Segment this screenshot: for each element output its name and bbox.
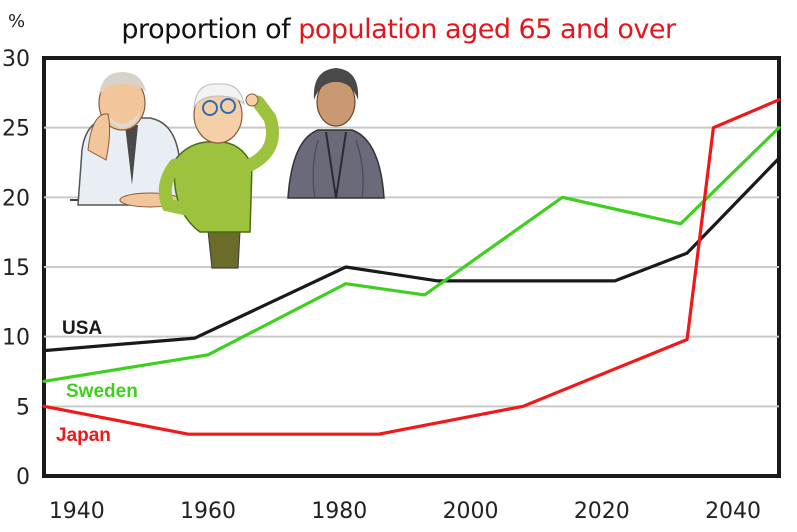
x-tick-label-2020: 2020 (574, 499, 630, 524)
series-line-sweden (42, 126, 781, 383)
series-label-usa: USA (62, 318, 102, 339)
x-tick-label-2040: 2040 (705, 499, 761, 524)
y-tick-label-15: 15 (2, 256, 30, 281)
y-tick-label-5: 5 (16, 395, 30, 420)
chart-title: proportion of population aged 65 and ove… (0, 14, 797, 45)
y-unit-label: % (8, 11, 25, 32)
y-tick-label-25: 25 (2, 117, 30, 142)
y-axis-ticks: 0 5 10 15 20 25 30 (2, 47, 30, 490)
series-line-japan (42, 98, 781, 436)
series-line-usa (42, 156, 781, 353)
series-label-japan: Japan (56, 425, 111, 446)
x-tick-label-1960: 1960 (180, 499, 236, 524)
y-tick-label-30: 30 (2, 47, 30, 72)
x-tick-label-1980: 1980 (311, 499, 367, 524)
y-tick-label-0: 0 (16, 465, 30, 490)
series-label-sweden: Sweden (66, 381, 138, 402)
series-lines (42, 98, 781, 436)
senior-woman-kimono-illustration (287, 68, 385, 199)
x-tick-label-2000: 2000 (443, 499, 499, 524)
chart-title-part2: population aged 65 and over (298, 14, 676, 45)
x-axis-ticks: 1940 1960 1980 2000 2020 2040 (49, 499, 761, 524)
y-tick-label-20: 20 (2, 186, 30, 211)
senior-man-glasses-illustration (158, 83, 279, 269)
x-tick-label-1940: 1940 (49, 499, 105, 524)
chart-title-part1: proportion of (121, 14, 291, 45)
y-tick-label-10: 10 (2, 326, 30, 351)
